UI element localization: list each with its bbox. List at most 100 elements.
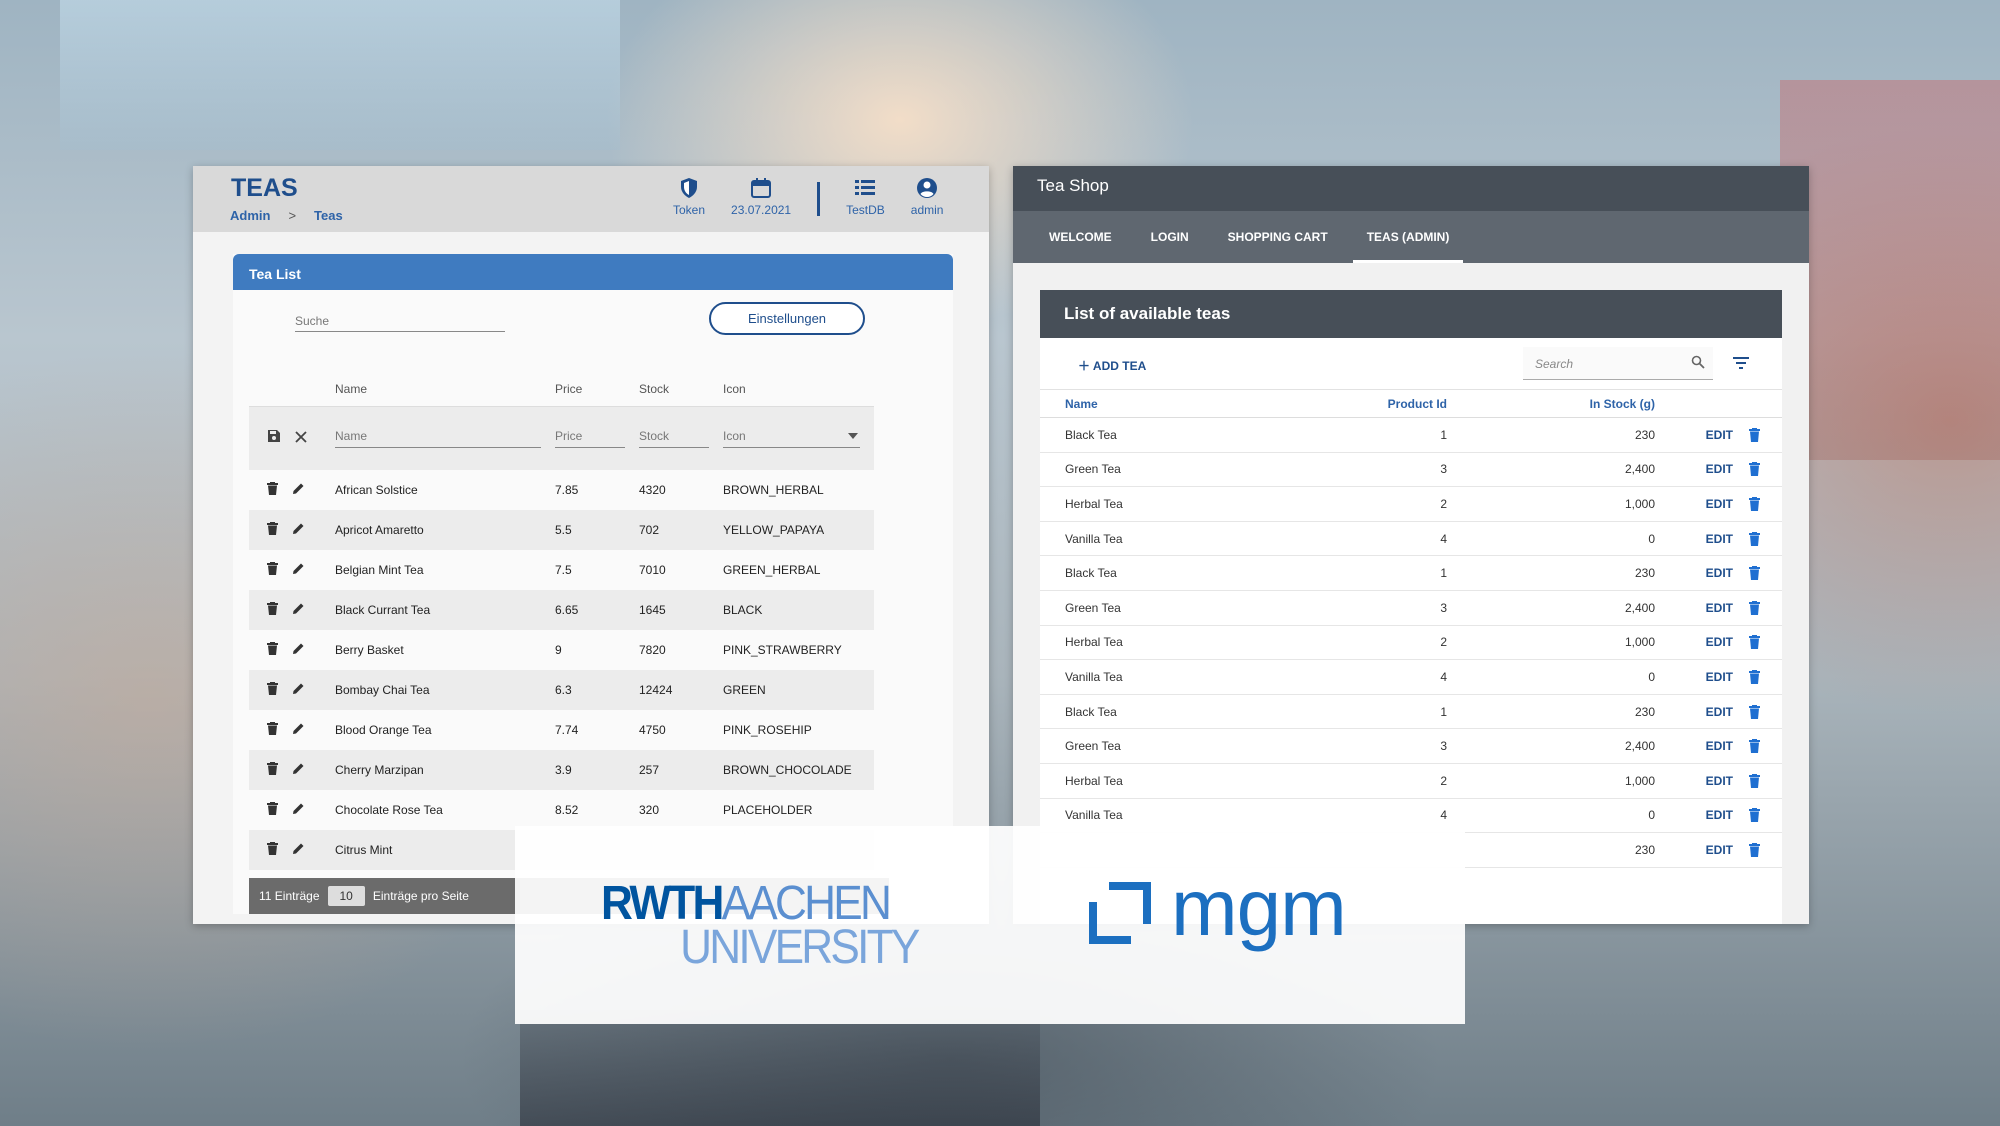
delete-icon[interactable] (267, 762, 278, 778)
table-row: Herbal Tea 2 1,000 EDIT (1040, 626, 1782, 661)
edit-pencil-icon[interactable] (292, 842, 305, 858)
cell-in-stock: 2,400 (1624, 462, 1655, 477)
entry-count: 11 Einträge (259, 889, 320, 903)
column-header-name[interactable]: Name (1065, 396, 1098, 411)
edit-pencil-icon[interactable] (292, 762, 305, 778)
user-label: admin (910, 203, 944, 217)
name-field[interactable]: Name (335, 429, 541, 448)
edit-button[interactable]: EDIT (1705, 531, 1733, 546)
edit-button[interactable]: EDIT (1705, 739, 1733, 754)
stock-field[interactable]: Stock (639, 429, 709, 448)
delete-icon[interactable] (267, 802, 278, 818)
database-list-icon (853, 176, 877, 200)
column-header-in-stock[interactable]: In Stock (g) (1589, 396, 1655, 411)
edit-button[interactable]: EDIT (1705, 842, 1733, 857)
edit-button[interactable]: EDIT (1705, 427, 1733, 442)
column-header-product-id[interactable]: Product Id (1387, 396, 1447, 411)
cell-icon: PLACEHOLDER (723, 803, 813, 817)
delete-icon[interactable] (1733, 496, 1775, 511)
breadcrumb-teas[interactable]: Teas (314, 208, 343, 223)
cell-product-id: 2 (1440, 773, 1447, 788)
cell-price: 6.3 (555, 683, 572, 697)
edit-button[interactable]: EDIT (1705, 496, 1733, 511)
delete-icon[interactable] (1733, 704, 1775, 719)
app-title: Tea Shop (1013, 166, 1809, 211)
date-button[interactable]: 23.07.2021 (731, 176, 791, 217)
cell-price: 6.65 (555, 603, 579, 617)
column-header-icon[interactable]: Icon (723, 382, 746, 396)
cell-name: Green Tea (1065, 600, 1121, 615)
cell-in-stock: 230 (1634, 427, 1655, 442)
table-row: Green Tea 3 2,400 EDIT (1040, 453, 1782, 488)
rwth-logo-rwth: RWTH (601, 877, 724, 930)
edit-pencil-icon[interactable] (292, 522, 305, 538)
search-input[interactable]: Search (1523, 347, 1713, 380)
search-input[interactable]: Suche (295, 304, 505, 332)
edit-button[interactable]: EDIT (1705, 462, 1733, 477)
delete-icon[interactable] (267, 602, 278, 618)
add-tea-button[interactable]: ＋ ADD TEA (1078, 357, 1146, 374)
tab-welcome[interactable]: WELCOME (1049, 230, 1112, 244)
edit-button[interactable]: EDIT (1705, 669, 1733, 684)
edit-pencil-icon[interactable] (292, 602, 305, 618)
edit-pencil-icon[interactable] (292, 682, 305, 698)
shield-icon (677, 176, 701, 200)
column-header-stock[interactable]: Stock (639, 382, 670, 396)
icon-select[interactable]: Icon (723, 429, 860, 448)
breadcrumb-admin[interactable]: Admin (230, 208, 271, 223)
save-icon[interactable] (267, 429, 281, 448)
token-button[interactable]: Token (673, 176, 705, 217)
edit-button[interactable]: EDIT (1705, 635, 1733, 650)
database-button[interactable]: TestDB (846, 176, 885, 217)
cell-price: 7.74 (555, 723, 579, 737)
table-row: Apricot Amaretto 5.5 702 YELLOW_PAPAYA (249, 510, 874, 550)
edit-button[interactable]: EDIT (1705, 808, 1733, 823)
edit-button[interactable]: EDIT (1705, 566, 1733, 581)
cell-price: 9 (555, 643, 562, 657)
filter-icon[interactable] (1733, 356, 1749, 374)
user-button[interactable]: admin (910, 176, 944, 217)
edit-pencil-icon[interactable] (292, 562, 305, 578)
delete-icon[interactable] (1733, 842, 1775, 857)
edit-button[interactable]: EDIT (1705, 600, 1733, 615)
delete-icon[interactable] (267, 722, 278, 738)
edit-pencil-icon[interactable] (292, 642, 305, 658)
tab-shopping-cart[interactable]: SHOPPING CART (1227, 230, 1328, 244)
edit-button[interactable]: EDIT (1705, 773, 1733, 788)
settings-button[interactable]: Einstellungen (709, 302, 865, 335)
edit-pencil-icon[interactable] (292, 802, 305, 818)
delete-icon[interactable] (1733, 808, 1775, 823)
delete-icon[interactable] (267, 642, 278, 658)
delete-icon[interactable] (1733, 566, 1775, 581)
delete-icon[interactable] (1733, 531, 1775, 546)
delete-icon[interactable] (1733, 462, 1775, 477)
cancel-icon[interactable] (295, 430, 307, 448)
delete-icon[interactable] (267, 482, 278, 498)
delete-icon[interactable] (267, 522, 278, 538)
tea-admin-app: TEAS Admin > Teas Token 23.07.2021 (193, 166, 989, 924)
delete-icon[interactable] (1733, 773, 1775, 788)
per-page-select[interactable]: 10 (327, 886, 365, 906)
column-header-price[interactable]: Price (555, 382, 583, 396)
edit-pencil-icon[interactable] (292, 482, 305, 498)
breadcrumb: Admin > Teas (230, 208, 343, 223)
delete-icon[interactable] (1733, 739, 1775, 754)
cell-name: Berry Basket (335, 643, 404, 657)
delete-icon[interactable] (267, 682, 278, 698)
delete-icon[interactable] (267, 842, 278, 858)
edit-pencil-icon[interactable] (292, 722, 305, 738)
page-title: TEAS (231, 174, 298, 202)
tea-table: Name Price Stock Icon Name Price Stock I… (249, 372, 874, 870)
cell-stock: 4320 (639, 483, 666, 497)
tab-login[interactable]: LOGIN (1150, 230, 1189, 244)
price-field[interactable]: Price (555, 429, 625, 448)
delete-icon[interactable] (1733, 427, 1775, 442)
column-header-name[interactable]: Name (335, 382, 368, 396)
delete-icon[interactable] (1733, 635, 1775, 650)
delete-icon[interactable] (267, 562, 278, 578)
cell-icon: GREEN_HERBAL (723, 563, 821, 577)
edit-button[interactable]: EDIT (1705, 704, 1733, 719)
delete-icon[interactable] (1733, 600, 1775, 615)
tab-teas-admin[interactable]: TEAS (ADMIN) (1352, 211, 1464, 263)
delete-icon[interactable] (1733, 669, 1775, 684)
